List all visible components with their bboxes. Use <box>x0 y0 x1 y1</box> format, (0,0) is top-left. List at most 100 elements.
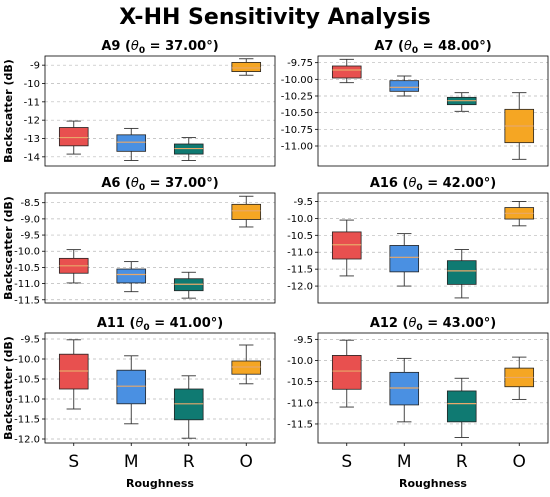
box-iqr <box>331 355 362 390</box>
box-r <box>446 377 477 438</box>
x-axis-label: Roughness <box>399 477 467 490</box>
box-s <box>58 120 89 155</box>
y-tick-label: -9.5 <box>293 197 313 208</box>
y-tick-label: -12 <box>24 116 40 127</box>
box-iqr <box>389 80 420 92</box>
y-tick-label: -11 <box>24 97 40 108</box>
plot-frame <box>44 192 276 304</box>
figure-title: X-HH Sensitivity Analysis <box>119 5 430 30</box>
box-iqr <box>446 390 477 423</box>
y-tick-label: -10.0 <box>287 356 313 367</box>
panel-title: A6 (θ0 = 37.00°) <box>101 176 218 193</box>
y-tick-label: -9.5 <box>20 335 40 346</box>
box-r <box>173 375 204 439</box>
box-s <box>58 249 89 284</box>
panel-a16: A16 (θ0 = 42.00°) -12.0 -11.5 -11.0 -10.5 -10… <box>287 176 549 304</box>
panel-title: A7 (θ0 = 48.00°) <box>374 39 491 56</box>
panel-title: A9 (θ0 = 37.00°) <box>101 39 218 56</box>
box-iqr <box>231 62 262 72</box>
panel-a11: A11 (θ0 = 41.00°) -12.0 -11.5 -11.0 -10.5 -10… <box>14 316 276 472</box>
y-tick-label: -12.0 <box>287 282 313 293</box>
box-s <box>331 219 362 277</box>
panel-a9: A9 (θ0 = 37.00°) -14 -13 -12 -11 -10 -9 <box>24 39 276 167</box>
panel-a7: A7 (θ0 = 48.00°) -11.00 -10.75 -10.50 -10.25… <box>281 39 549 167</box>
box-iqr <box>231 203 262 220</box>
box-iqr <box>331 65 362 79</box>
x-tick-label-r: R <box>456 452 468 472</box>
y-tick-label: -8.5 <box>20 198 40 209</box>
x-tick-label-s: S <box>341 452 352 472</box>
y-tick-label: -10.0 <box>14 247 40 258</box>
y-tick-label: -10.0 <box>14 355 40 366</box>
box-m <box>389 75 420 97</box>
box-iqr <box>58 127 89 147</box>
box-iqr <box>331 231 362 260</box>
box-r <box>446 249 477 299</box>
box-o <box>504 356 535 400</box>
panel-title: A11 (θ0 = 41.00°) <box>97 316 223 333</box>
panel-a6: A6 (θ0 = 37.00°) -11.5 -11.0 -10.5 -10.0 -9.5… <box>14 176 276 306</box>
x-tick-label-o: O <box>513 452 526 472</box>
plot-frame <box>317 55 549 167</box>
x-tick-label-m: M <box>397 452 412 472</box>
x-tick-label-r: R <box>183 452 195 472</box>
box-m <box>116 355 147 425</box>
y-tick-label: -10.5 <box>14 375 40 386</box>
y-tick-label: -10.5 <box>287 231 313 242</box>
y-tick-label: -10.25 <box>281 92 313 103</box>
y-tick-label: -11.5 <box>14 415 40 426</box>
x-tick-label-m: M <box>124 452 139 472</box>
y-tick-label: -9.5 <box>293 335 313 346</box>
panel-a12: A12 (θ0 = 43.00°) -11.5 -11.0 -10.5 -10.0 -9.… <box>287 316 549 472</box>
y-axis-label: Backscatter (dB) <box>2 196 15 300</box>
y-tick-label: -11.0 <box>14 279 40 290</box>
y-tick-label: -11.5 <box>14 295 40 306</box>
y-tick-label: -9 <box>30 61 40 72</box>
box-r <box>173 271 204 299</box>
y-tick-label: -9.75 <box>287 58 313 69</box>
y-tick-label: -11.0 <box>14 395 40 406</box>
box-r <box>446 92 477 112</box>
y-tick-label: -11.5 <box>287 265 313 276</box>
box-m <box>389 357 420 423</box>
box-o <box>504 92 535 160</box>
y-tick-label: -10.75 <box>281 125 313 136</box>
y-tick-label: -10.5 <box>14 263 40 274</box>
y-tick-label: -12.0 <box>14 435 40 446</box>
y-tick-label: -9.5 <box>20 231 40 242</box>
box-m <box>116 261 147 293</box>
y-axis-label: Backscatter (dB) <box>2 336 15 440</box>
y-tick-label: -14 <box>24 152 40 163</box>
panel-title: A12 (θ0 = 43.00°) <box>370 316 496 333</box>
plot-frame <box>44 55 276 167</box>
y-tick-label: -10.5 <box>287 377 313 388</box>
box-o <box>504 201 535 227</box>
box-iqr <box>116 369 147 405</box>
box-m <box>389 233 420 287</box>
y-tick-label: -10.00 <box>281 75 313 86</box>
box-m <box>116 127 147 161</box>
panel-title: A16 (θ0 = 42.00°) <box>370 176 496 193</box>
box-iqr <box>116 134 147 152</box>
plot-frame <box>44 332 276 444</box>
y-tick-label: -10.50 <box>281 108 313 119</box>
y-tick-label: -9.0 <box>20 214 40 225</box>
y-axis-label: Backscatter (dB) <box>2 59 15 163</box>
x-tick-label-s: S <box>68 452 79 472</box>
plot-frame <box>317 192 549 304</box>
box-o <box>231 195 262 228</box>
box-iqr <box>389 371 420 406</box>
box-o <box>231 344 262 385</box>
box-o <box>231 58 262 76</box>
box-iqr <box>446 260 477 285</box>
box-iqr <box>116 268 147 284</box>
box-r <box>173 137 204 161</box>
y-tick-label: -11.5 <box>287 419 313 430</box>
box-iqr <box>389 245 420 273</box>
x-tick-label-o: O <box>240 452 253 472</box>
y-tick-label: -13 <box>24 134 40 145</box>
box-s <box>58 339 89 410</box>
y-tick-label: -10.0 <box>287 214 313 225</box>
y-tick-label: -10 <box>24 79 40 90</box>
